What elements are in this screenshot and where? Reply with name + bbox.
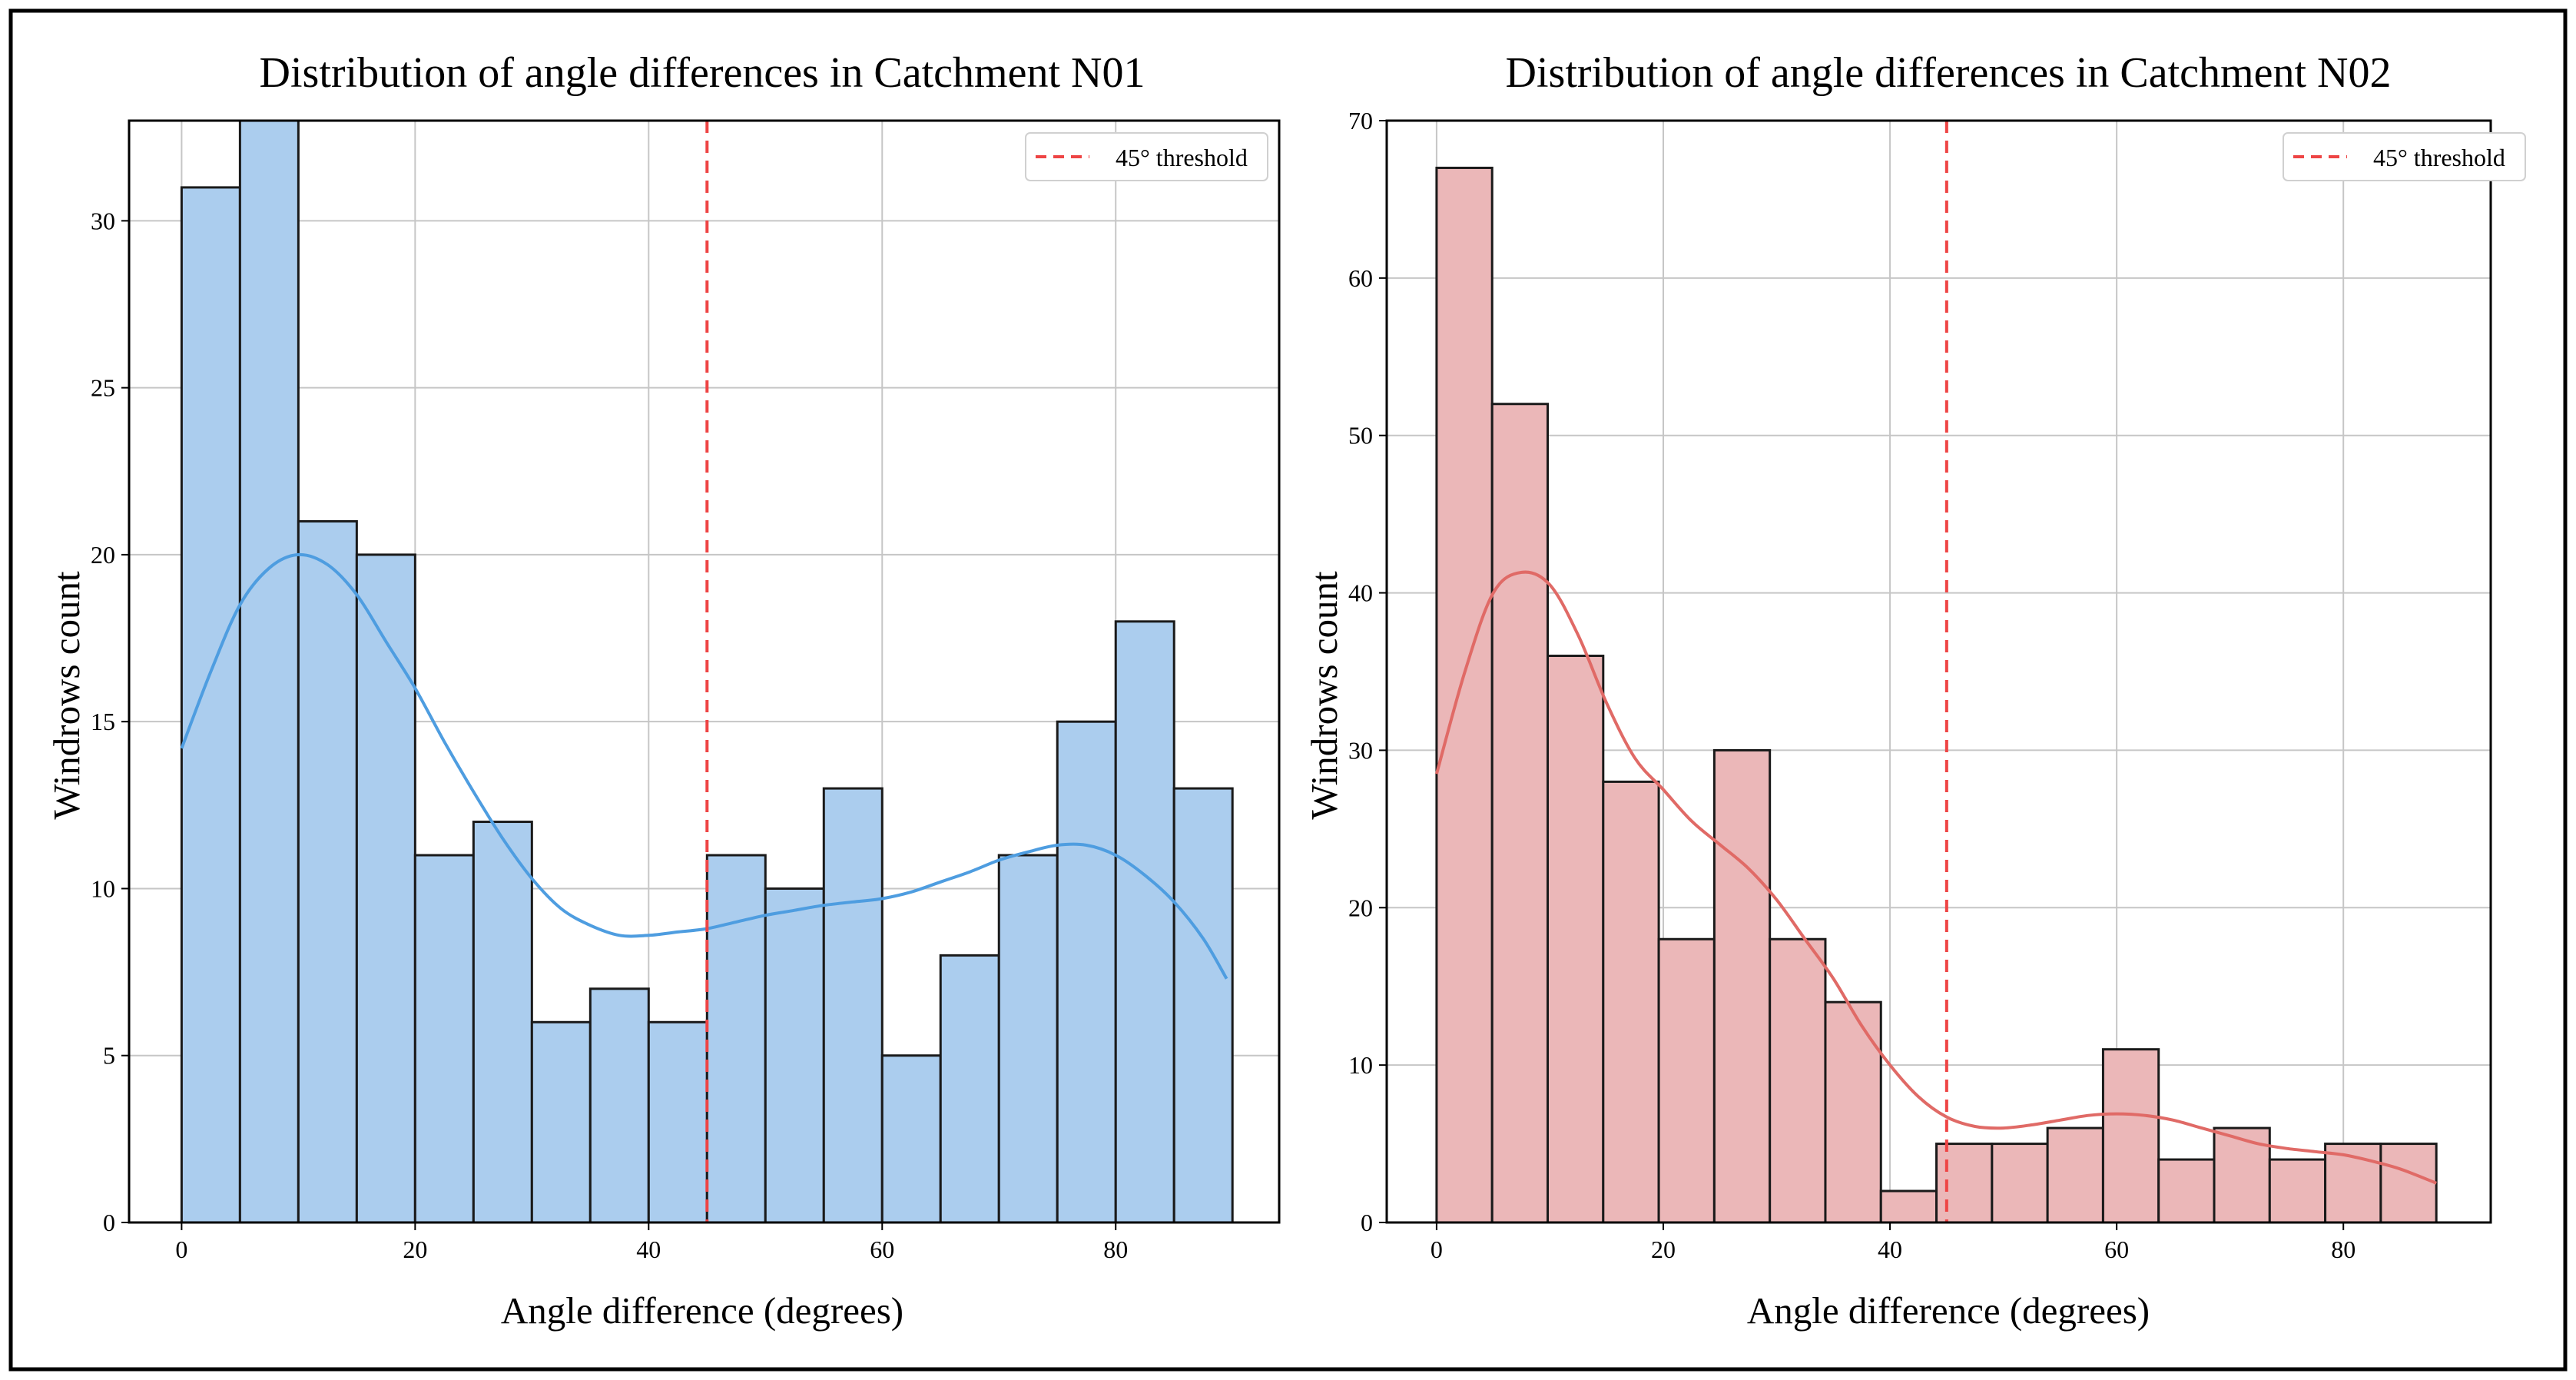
histogram-bar <box>1712 748 1772 1224</box>
histogram-bar <box>1114 620 1175 1224</box>
histogram-bar <box>1602 780 1660 1224</box>
x-axis-label: Angle difference (degrees) <box>501 1289 903 1332</box>
y-tick-label: 0 <box>103 1209 115 1236</box>
x-tick-label: 20 <box>1651 1236 1676 1263</box>
y-tick-label: 10 <box>1348 1051 1373 1079</box>
histogram-bar <box>180 186 241 1224</box>
y-tick-label: 30 <box>91 207 115 234</box>
y-tick-label: 15 <box>91 708 115 735</box>
histogram-bar <box>1991 1143 2049 1224</box>
y-tick-label: 50 <box>1348 422 1373 449</box>
histogram-bar <box>997 854 1059 1224</box>
histogram-bar <box>1172 787 1234 1224</box>
y-tick-label: 20 <box>1348 894 1373 921</box>
legend-box <box>1025 132 1268 181</box>
chart-title: Distribution of angle differences in Cat… <box>260 49 1145 97</box>
y-tick-label: 5 <box>103 1042 115 1070</box>
chart-title: Distribution of angle differences in Cat… <box>1506 49 2392 97</box>
legend-threshold-label: 45° threshold <box>1116 144 1248 171</box>
histogram-bar <box>2379 1143 2438 1224</box>
histogram-bar <box>588 987 650 1224</box>
histogram-bar <box>2046 1126 2104 1224</box>
legend: 45° threshold <box>2283 132 2526 181</box>
plot-area-frame <box>128 119 1281 1224</box>
histogram-bar <box>1879 1189 1938 1224</box>
histogram-bar <box>764 887 825 1224</box>
histogram-bar <box>238 119 300 1224</box>
histogram-bar <box>413 854 475 1224</box>
histogram-bar <box>939 954 1000 1224</box>
histogram-bar <box>705 854 767 1224</box>
legend-box <box>2283 132 2526 181</box>
histogram-bar <box>2268 1158 2327 1224</box>
y-tick-label: 25 <box>91 374 115 402</box>
x-tick-label: 40 <box>1878 1236 1902 1263</box>
legend: 45° threshold <box>1025 132 1268 181</box>
y-tick-label: 30 <box>1348 736 1373 764</box>
chart-panel-n02: Distribution of angle differences in Cat… <box>1303 49 2526 1332</box>
x-tick-label: 20 <box>403 1236 427 1263</box>
x-tick-label: 60 <box>2104 1236 2129 1263</box>
histogram-bar <box>1490 403 1550 1224</box>
y-axis-label: Windrows count <box>45 571 88 820</box>
histogram-bar <box>647 1020 708 1224</box>
histogram-bar <box>355 553 416 1224</box>
y-tick-label: 0 <box>1361 1209 1373 1236</box>
x-tick-label: 40 <box>636 1236 661 1263</box>
kde-curve <box>1434 570 2437 1185</box>
y-axis-label: Windrows count <box>1303 571 1345 820</box>
y-tick-label: 40 <box>1348 579 1373 607</box>
histogram-bar <box>1657 937 1716 1224</box>
histogram-bar <box>1435 166 1494 1224</box>
y-tick-label: 70 <box>1348 107 1373 134</box>
histogram-bar <box>1547 655 1605 1224</box>
x-tick-label: 80 <box>2331 1236 2356 1263</box>
x-axis-label: Angle difference (degrees) <box>1747 1289 2150 1332</box>
histogram-bar <box>1769 937 1827 1224</box>
x-tick-label: 80 <box>1103 1236 1128 1263</box>
histogram-bar <box>472 821 533 1224</box>
x-tick-label: 60 <box>870 1236 894 1263</box>
chart-panel-n01: Distribution of angle differences in Cat… <box>45 49 1281 1332</box>
histogram-bar <box>1056 720 1117 1224</box>
kde-curve <box>180 552 1228 980</box>
x-tick-label: 0 <box>175 1236 187 1263</box>
histogram-bar <box>822 787 884 1224</box>
legend-threshold-label: 45° threshold <box>2373 144 2505 171</box>
histogram-bar <box>297 519 358 1224</box>
histogram-bar <box>2157 1158 2216 1224</box>
histogram-bar <box>2213 1126 2271 1224</box>
histogram-bar <box>1935 1143 1994 1224</box>
histogram-bar <box>2101 1048 2160 1224</box>
histogram-bar <box>530 1020 592 1224</box>
histogram-bar <box>880 1054 942 1224</box>
y-tick-label: 20 <box>91 541 115 569</box>
x-tick-label: 0 <box>1431 1236 1443 1263</box>
y-tick-label: 60 <box>1348 264 1373 292</box>
plot-area-frame <box>1385 119 2492 1224</box>
y-tick-label: 10 <box>91 874 115 902</box>
histogram-bar <box>1824 1000 1882 1224</box>
